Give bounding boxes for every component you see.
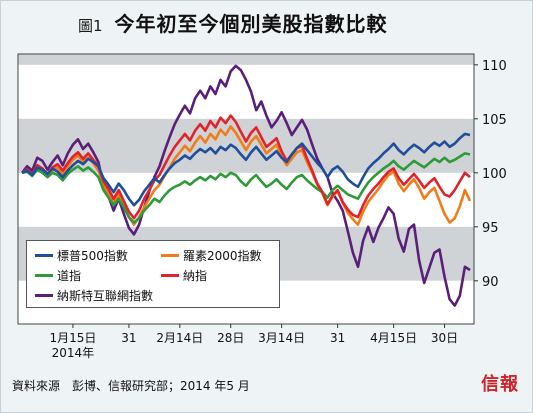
legend-item-russell2000: 羅素2000指數 bbox=[161, 247, 262, 264]
series-line-nasdaq-internet bbox=[20, 64, 471, 307]
x-tick-label-3: 28日 bbox=[217, 331, 244, 345]
legend-label-russell2000: 羅素2000指數 bbox=[183, 249, 262, 263]
legend-label-nasdaq-internet: 納斯特互聯網指數 bbox=[57, 289, 154, 303]
legend-swatch-dow bbox=[35, 274, 53, 277]
legend-label-dow: 道指 bbox=[57, 269, 82, 283]
x-tick-label-4: 3月14日 bbox=[258, 331, 305, 345]
y-tick-label-110: 110 bbox=[482, 59, 507, 74]
chart-legend: 標普500指數 羅素2000指數 道指 納指 納斯特互聯網指數 bbox=[26, 240, 280, 308]
series-line-sp500 bbox=[21, 132, 471, 207]
series-line-russell2000 bbox=[21, 125, 472, 226]
x-tick-label-5: 31 bbox=[330, 331, 345, 345]
legend-item-nasdaq: 納指 bbox=[161, 267, 207, 284]
legend-item-nasdaq-internet: 納斯特互聯網指數 bbox=[35, 287, 153, 304]
publisher-logo: 信報 bbox=[481, 374, 519, 395]
x-tick-label-6: 4月15日 bbox=[370, 331, 417, 345]
legend-label-nasdaq: 納指 bbox=[183, 269, 208, 283]
source-note: 資料來源 彭博、信報研究部；2014 年5 月 bbox=[12, 379, 250, 393]
chart-title: 今年初至今個別美股指數比較 bbox=[114, 12, 388, 36]
chart-header: 圖1 今年初至今個別美股指數比較 bbox=[78, 8, 388, 37]
legend-label-sp500: 標普500指數 bbox=[57, 249, 128, 263]
x-tick-label-7: 30日 bbox=[431, 331, 458, 345]
legend-swatch-nasdaq-internet bbox=[35, 294, 53, 297]
plot-border bbox=[17, 53, 475, 325]
y-tick-label-90: 90 bbox=[482, 275, 499, 290]
figure-number: 圖1 bbox=[78, 17, 103, 35]
x-tick-sublabel: 2014年 bbox=[52, 346, 95, 360]
y-tick-label-95: 95 bbox=[482, 221, 499, 236]
legend-swatch-russell2000 bbox=[161, 254, 179, 257]
legend-swatch-nasdaq bbox=[161, 274, 179, 277]
y-tick-label-105: 105 bbox=[482, 113, 507, 128]
x-tick-label-2: 2月14日 bbox=[156, 331, 203, 345]
legend-swatch-sp500 bbox=[35, 254, 53, 257]
x-tick-label-0: 1月15日 bbox=[49, 331, 96, 345]
series-line-dow bbox=[21, 152, 471, 224]
grid-band-0 bbox=[18, 54, 474, 65]
x-tick-label-1: 31 bbox=[121, 331, 136, 345]
legend-item-dow: 道指 bbox=[35, 267, 81, 284]
y-tick-label-100: 100 bbox=[482, 167, 507, 182]
legend-item-sp500: 標普500指數 bbox=[35, 247, 128, 264]
